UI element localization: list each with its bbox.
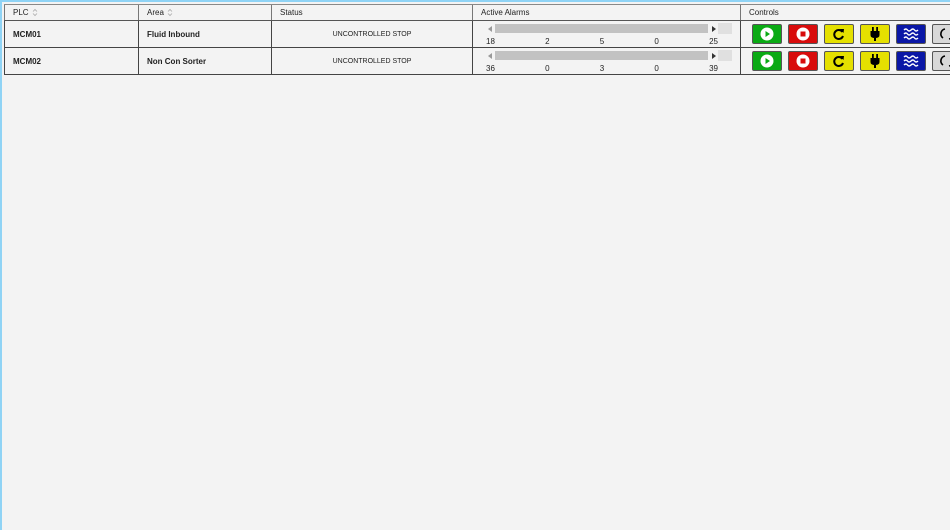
header-active-alarms: Active Alarms (472, 5, 740, 20)
scrollbar-corner (718, 23, 732, 34)
alarm-count: 0 (654, 64, 659, 73)
flow-icon (903, 54, 919, 68)
alarm-counts: 18 2 5 0 25 (486, 37, 718, 46)
stop-button[interactable] (788, 24, 818, 44)
power-button[interactable] (860, 24, 890, 44)
reset-icon (832, 27, 846, 41)
area-cell: Non Con Sorter (138, 48, 271, 74)
table-header: PLC Area Status Active Alarms Controls (4, 5, 950, 21)
scrollbar-corner (718, 50, 732, 61)
power-icon (868, 26, 882, 42)
alarms-cell: 18 2 5 0 25 (472, 21, 740, 47)
horizontal-scrollbar[interactable] (485, 23, 732, 34)
flow-icon (903, 27, 919, 41)
sync-button[interactable] (932, 24, 950, 44)
scroll-right-icon[interactable] (708, 25, 718, 32)
alarm-count: 36 (486, 64, 495, 73)
alarms-cell: 36 0 3 0 39 (472, 48, 740, 74)
alarm-count: 18 (486, 37, 495, 46)
alarm-count: 2 (545, 37, 550, 46)
alarm-counts: 36 0 3 0 39 (486, 64, 718, 73)
start-button[interactable] (752, 24, 782, 44)
stop-icon (796, 54, 810, 68)
scroll-thumb[interactable] (495, 51, 708, 60)
stop-icon (796, 27, 810, 41)
start-button[interactable] (752, 51, 782, 71)
alarm-count: 0 (545, 64, 550, 73)
flow-button[interactable] (896, 51, 926, 71)
header-status: Status (271, 5, 472, 20)
scroll-left-icon[interactable] (485, 52, 495, 59)
status-cell: UNCONTROLLED STOP (271, 21, 472, 47)
alarm-count: 39 (709, 64, 718, 73)
header-label: Controls (749, 8, 779, 17)
header-label: Active Alarms (481, 8, 530, 17)
scroll-thumb[interactable] (495, 24, 708, 33)
horizontal-scrollbar[interactable] (485, 50, 732, 61)
scroll-right-icon[interactable] (708, 52, 718, 59)
header-label: Status (280, 8, 303, 17)
header-plc[interactable]: PLC (4, 5, 138, 20)
reset-button[interactable] (824, 51, 854, 71)
start-icon (760, 54, 774, 68)
reset-button[interactable] (824, 24, 854, 44)
table-row: MCM01 Fluid Inbound UNCONTROLLED STOP 18… (4, 21, 950, 48)
area-name: Non Con Sorter (147, 56, 207, 66)
alarm-count: 3 (599, 64, 605, 73)
sync-icon (939, 54, 950, 68)
table-row: MCM02 Non Con Sorter UNCONTROLLED STOP 3… (4, 48, 950, 75)
plc-table: PLC Area Status Active Alarms Controls M… (4, 4, 950, 75)
controls-cell (740, 21, 950, 47)
area-name: Fluid Inbound (147, 29, 200, 39)
plc-name: MCM02 (13, 56, 42, 66)
scroll-left-icon[interactable] (485, 25, 495, 32)
plc-cell: MCM01 (4, 21, 138, 47)
plc-name: MCM01 (13, 29, 42, 39)
controls-cell (740, 48, 950, 74)
header-label: Area (147, 8, 164, 17)
header-controls: Controls (740, 5, 950, 20)
alarm-count: 0 (654, 37, 659, 46)
sync-button[interactable] (932, 51, 950, 71)
header-area[interactable]: Area (138, 5, 271, 20)
status-cell: UNCONTROLLED STOP (271, 48, 472, 74)
status-text: UNCONTROLLED STOP (332, 30, 412, 38)
alarm-count: 25 (709, 37, 718, 46)
plc-cell: MCM02 (4, 48, 138, 74)
alarm-count: 5 (599, 37, 605, 46)
power-button[interactable] (860, 51, 890, 71)
flow-button[interactable] (896, 24, 926, 44)
status-text: UNCONTROLLED STOP (332, 57, 412, 65)
header-label: PLC (13, 8, 29, 17)
stop-button[interactable] (788, 51, 818, 71)
power-icon (868, 53, 882, 69)
sort-icon[interactable] (167, 8, 173, 17)
sort-icon[interactable] (32, 8, 38, 17)
start-icon (760, 27, 774, 41)
reset-icon (832, 54, 846, 68)
sync-icon (939, 27, 950, 41)
area-cell: Fluid Inbound (138, 21, 271, 47)
